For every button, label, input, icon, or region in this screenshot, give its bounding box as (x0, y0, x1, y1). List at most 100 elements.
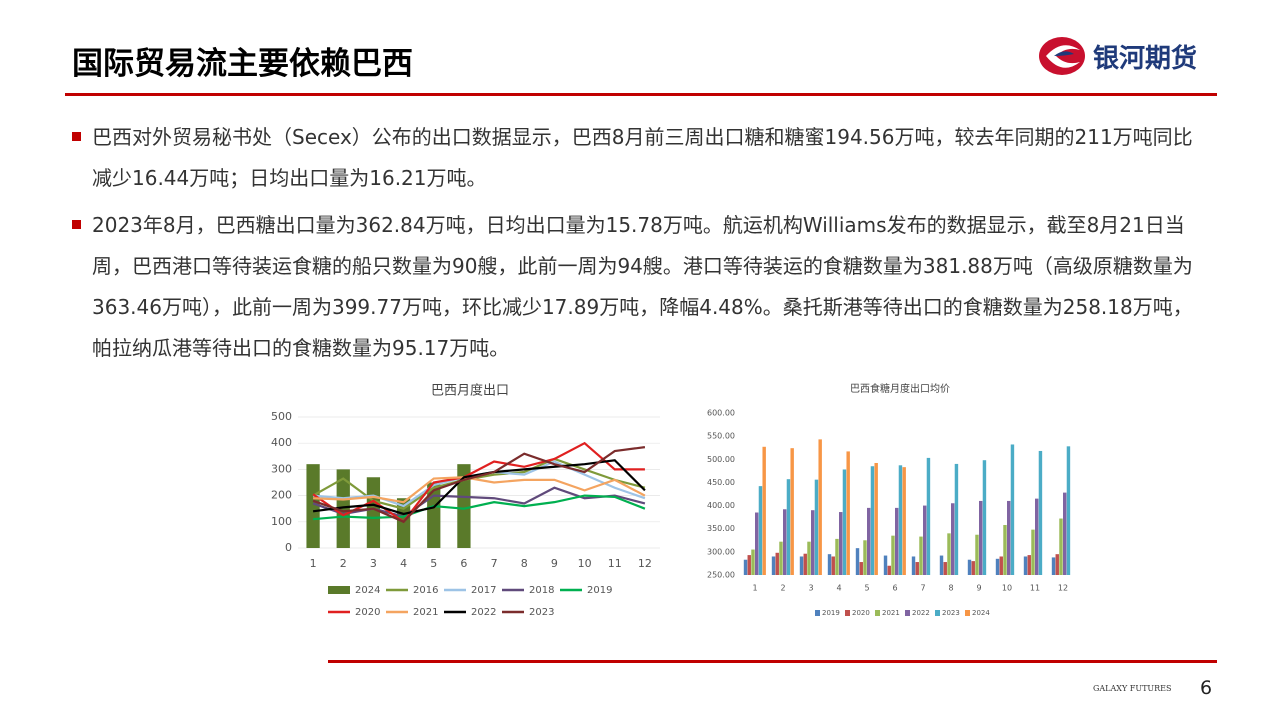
bar (883, 555, 888, 575)
x-tick-label: 10 (1002, 584, 1012, 593)
x-tick-label: 2 (780, 584, 785, 593)
x-tick-label: 5 (430, 557, 437, 570)
logo-icon (1039, 37, 1085, 75)
legend-swatch (845, 610, 850, 616)
legend-swatch (815, 610, 820, 616)
logo-text: 银河期货 (1093, 44, 1198, 74)
y-tick-label: 0 (285, 541, 292, 554)
bar (926, 457, 931, 575)
x-tick-label: 11 (608, 557, 622, 570)
legend-label: 2020 (852, 609, 870, 617)
bar (783, 509, 787, 575)
line-series (312, 459, 646, 516)
y-tick-label: 550.00 (707, 432, 735, 441)
bar (979, 500, 983, 575)
bar (954, 463, 959, 575)
bar (790, 448, 794, 575)
line-series (313, 476, 646, 504)
legend-label: 2022 (471, 607, 496, 618)
bar (743, 559, 748, 575)
bar (939, 555, 944, 575)
y-tick-label: 450.00 (707, 478, 735, 487)
x-tick-label: 6 (460, 557, 467, 570)
line-series (312, 457, 646, 510)
legend-label: 2016 (413, 585, 438, 596)
bar (758, 486, 763, 575)
bar (1035, 498, 1039, 575)
bar (982, 460, 987, 575)
y-tick-label: 400 (271, 436, 292, 449)
x-tick-label: 6 (892, 584, 897, 593)
bar (923, 505, 927, 575)
bar (1003, 525, 1007, 575)
line-series (312, 446, 646, 524)
bar (457, 464, 471, 548)
legend-swatch (905, 610, 910, 616)
bar (771, 556, 776, 575)
bar (1007, 500, 1011, 575)
bar (846, 451, 850, 575)
bar (943, 562, 947, 575)
bar (762, 446, 766, 575)
x-tick-label: 8 (948, 584, 953, 593)
bar (835, 538, 839, 575)
bar (811, 510, 815, 575)
bar (799, 556, 804, 575)
slide-title: 国际贸易流主要依赖巴西 (72, 46, 413, 82)
bar (1066, 446, 1071, 575)
x-tick-label: 12 (638, 557, 652, 570)
x-tick-label: 4 (400, 557, 407, 570)
x-tick-label: 9 (976, 584, 981, 593)
legend-label: 2019 (822, 609, 840, 617)
bar (1031, 529, 1035, 575)
bar (1038, 450, 1043, 575)
bar (775, 552, 779, 575)
header-rule (65, 93, 1217, 96)
y-tick-label: 100 (271, 515, 292, 528)
bar (827, 554, 832, 575)
y-tick-label: 200 (271, 489, 292, 502)
bar (975, 534, 979, 575)
x-tick-label: 8 (521, 557, 528, 570)
y-tick-label: 300.00 (707, 547, 735, 556)
x-tick-label: 3 (370, 557, 377, 570)
bar (915, 562, 919, 575)
y-tick-label: 500.00 (707, 455, 735, 464)
legend-swatch (935, 610, 940, 616)
y-tick-label: 400.00 (707, 501, 735, 510)
bar (818, 439, 822, 575)
line-series (312, 441, 645, 524)
legend-label: 2018 (529, 585, 554, 596)
bar (831, 556, 835, 575)
bar (779, 541, 783, 575)
bar (803, 553, 807, 575)
x-tick-label: 1 (310, 557, 317, 570)
bar (967, 559, 972, 575)
bar (1010, 444, 1015, 575)
bar (336, 469, 350, 548)
line-series (312, 494, 646, 521)
bar (755, 512, 759, 575)
x-tick-label: 5 (864, 584, 869, 593)
x-tick-label: 7 (920, 584, 925, 593)
x-tick-label: 7 (491, 557, 498, 570)
bar (1059, 518, 1063, 575)
bar (1023, 556, 1028, 575)
bar (971, 561, 975, 575)
bar (1027, 555, 1031, 575)
chart-title: 巴西食糖月度出口均价 (850, 382, 950, 395)
legend-label: 2020 (355, 607, 380, 618)
legend-label: 2022 (912, 609, 930, 617)
bar (919, 536, 923, 575)
y-tick-label: 350.00 (707, 524, 735, 533)
legend-label: 2019 (587, 585, 612, 596)
bar (814, 479, 819, 575)
bar (427, 482, 441, 548)
x-tick-label: 4 (836, 584, 841, 593)
bar (898, 465, 903, 575)
chart-title: 巴西月度出口 (431, 383, 509, 399)
x-tick-label: 11 (1030, 584, 1040, 593)
legend-swatch (328, 586, 350, 594)
